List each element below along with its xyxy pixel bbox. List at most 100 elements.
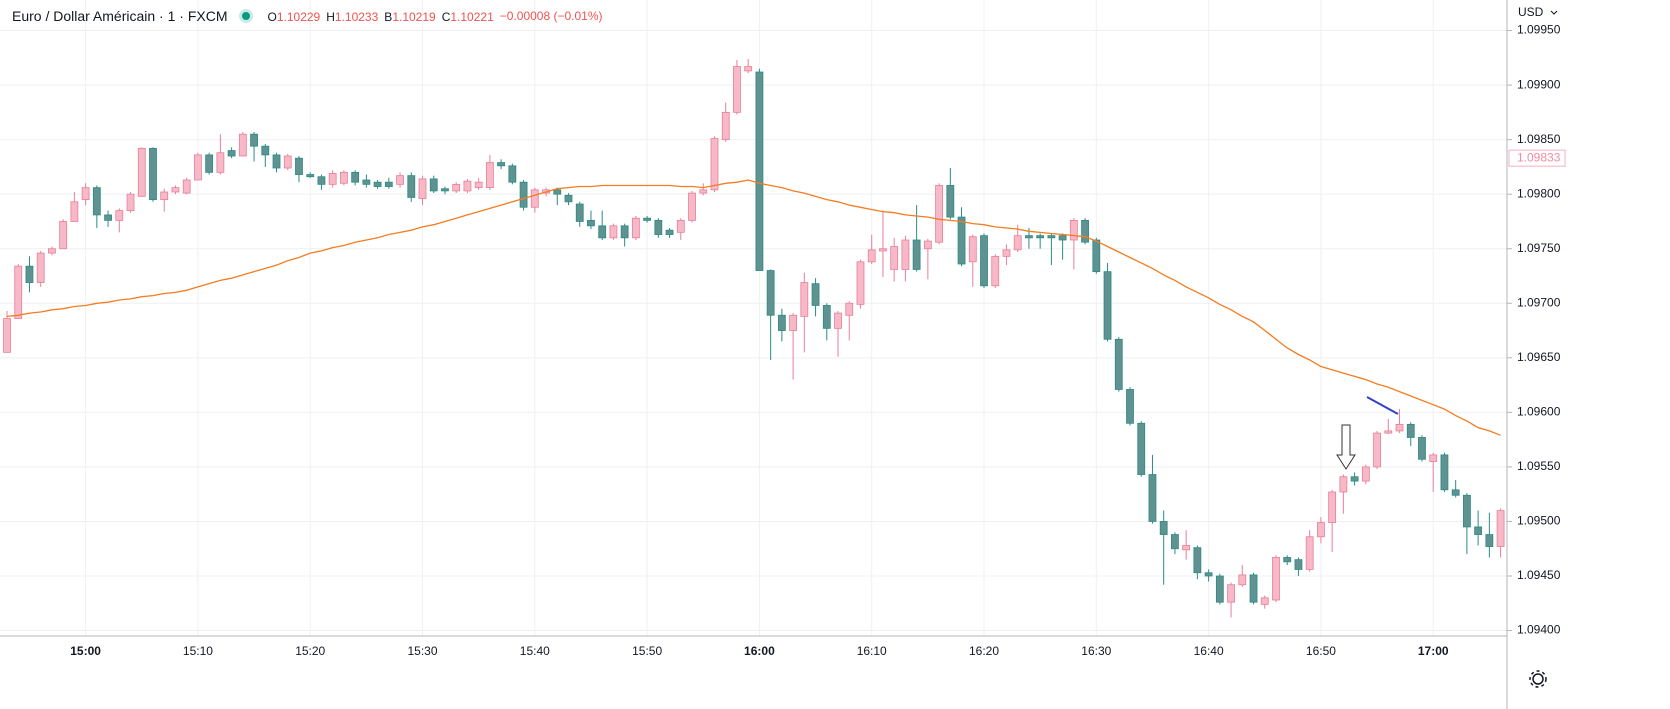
candle-body [452,183,461,192]
candle-body [485,162,494,189]
candle-body [272,154,281,169]
ohlc-legend: O1.10229 H1.10233 B1.10219 C1.10221 [268,8,500,24]
market-status [241,12,250,20]
candle-body [1002,249,1011,257]
candle-body [339,171,348,184]
candle-body [1305,536,1314,570]
candle-body [508,165,517,183]
candle-body [1260,597,1269,605]
candle-body [497,162,506,167]
candle-body [733,66,741,113]
candle-body [1092,239,1101,273]
candle-body [609,225,618,239]
candle-body [1474,526,1483,535]
candle-body [384,181,393,187]
candle-body [1294,559,1303,570]
candle-body [1384,430,1393,434]
y-tick-label: 1.09400 [1517,623,1561,637]
trend-line-drawing[interactable] [1366,396,1399,415]
gear-teeth[interactable] [1529,670,1547,688]
candle-body [351,171,360,183]
currency-label[interactable]: USD [1518,5,1544,19]
x-tick-label: 15:00 [70,644,101,658]
x-tick-label: 15:50 [632,644,662,658]
candle-body [1463,494,1471,528]
candle-body [789,314,797,331]
candle-body [1182,545,1191,551]
candle-body [575,203,584,222]
settings-icon[interactable] [1529,670,1547,688]
candle-body [901,239,910,270]
candle-body [1148,474,1157,522]
y-tick-label: 1.09450 [1517,568,1561,582]
candle-body [1171,534,1179,550]
ohlc-key: O [267,10,277,24]
candle-body [1440,454,1449,491]
candles [3,58,1505,618]
legend-header: Euro / Dollar Américain · 1 · FXCM O1.10… [12,8,607,24]
candle-body [306,174,315,178]
y-tick-label: 1.09950 [1517,23,1561,37]
candle-body [991,255,1000,287]
candle-body [463,180,472,192]
candle-body [811,283,820,306]
candle-body [115,210,124,221]
candle-body [856,261,865,305]
candle-body [834,312,842,329]
candle-body [631,217,640,239]
candle-body [1339,476,1348,493]
candle-body [968,236,977,263]
candle-body [1036,235,1045,239]
candle-body [643,217,652,221]
candle-body [261,145,270,156]
candle-body [205,154,214,173]
candle-body [1193,547,1202,574]
change: −0.00008 (−0.01%) [499,9,603,23]
candle-body [1137,422,1146,475]
candle-body [182,179,191,194]
candle-body [879,248,887,252]
candle-body [1103,271,1112,340]
candle-body [36,252,45,283]
candle-body [710,138,719,191]
y-tick-label: 1.09700 [1517,295,1561,309]
x-tick-label: 17:00 [1418,644,1449,658]
candle-body [1249,574,1258,603]
x-tick-label: 16:50 [1306,644,1336,658]
x-tick-label: 15:40 [520,644,550,658]
candle-body [1013,235,1022,251]
ohlc-value: 1.10229 [276,10,321,24]
candle-body [1227,584,1235,603]
candle-body [598,225,607,239]
candle-body [946,185,955,218]
candle-body [14,265,23,319]
candle-body [744,66,753,72]
candle-body [160,191,169,201]
candle-body [1418,437,1426,460]
candle-body [1215,575,1224,603]
candle-body [676,219,685,233]
candle-body [530,189,539,208]
candle-body [890,246,899,270]
candle-body [194,154,202,181]
y-tick-label: 1.09500 [1517,514,1561,528]
candle-body [1328,491,1337,523]
candle-body [1081,219,1089,243]
arrow-drawing[interactable] [1336,424,1356,470]
x-tick-label: 15:30 [407,644,437,658]
x-tick-label: 15:20 [295,644,325,658]
candle-body [1395,423,1404,432]
candle-body [1126,389,1134,424]
gear[interactable] [1532,673,1544,685]
candle-body [92,187,101,216]
currency-dropdown[interactable] [1550,10,1558,15]
candle-body [250,133,258,147]
candle-body [980,235,988,287]
moving-average [6,179,1501,436]
candle-body [519,181,528,208]
candle-body [1429,454,1438,462]
candle-body [1047,235,1056,239]
symbol-title[interactable]: Euro / Dollar Américain · 1 · FXCM [12,8,228,24]
